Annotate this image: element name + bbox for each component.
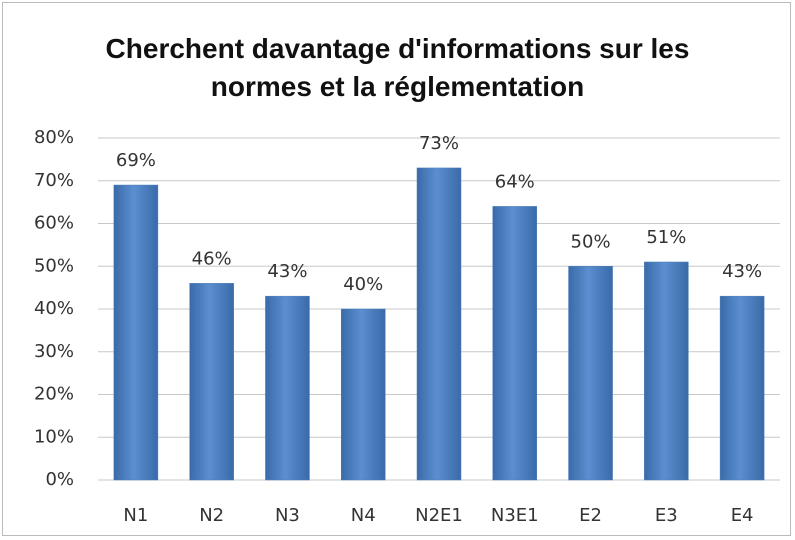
bar [340, 308, 386, 481]
bar [644, 261, 689, 481]
bar [719, 295, 765, 481]
data-label: 43% [722, 261, 762, 282]
bar [113, 184, 159, 481]
chart-title: Cherchent davantage d'informations sur l… [105, 33, 690, 102]
x-tick-label: N3 [275, 505, 300, 526]
bar [189, 283, 234, 481]
x-tick-label: E4 [731, 505, 754, 526]
y-tick-label: 70% [34, 170, 74, 191]
y-tick-label: 80% [34, 127, 74, 148]
y-tick-label: 60% [34, 213, 74, 234]
x-tick-label: N1 [123, 505, 148, 526]
y-tick-label: 30% [34, 341, 74, 362]
data-label: 50% [571, 231, 611, 252]
bar [265, 295, 310, 481]
bar [492, 206, 538, 481]
bar [568, 266, 613, 481]
data-label: 69% [116, 150, 156, 171]
y-tick-label: 50% [34, 255, 74, 276]
x-tick-label: N4 [351, 505, 376, 526]
data-label: 73% [419, 133, 459, 154]
y-tick-label: 0% [45, 469, 74, 490]
y-tick-label: 20% [34, 384, 74, 405]
bar [416, 167, 462, 481]
x-tick-label: N2 [199, 505, 224, 526]
x-tick-label: E3 [655, 505, 678, 526]
x-tick-label: N3E1 [491, 505, 539, 526]
data-label: 46% [192, 248, 232, 269]
y-tick-label: 10% [34, 426, 74, 447]
data-label: 43% [267, 261, 307, 282]
x-tick-label: N2E1 [415, 505, 463, 526]
y-tick-label: 40% [34, 298, 74, 319]
x-tick-label: E2 [579, 505, 602, 526]
data-label: 51% [646, 227, 686, 248]
data-label: 64% [495, 171, 535, 192]
data-label: 40% [343, 274, 383, 295]
